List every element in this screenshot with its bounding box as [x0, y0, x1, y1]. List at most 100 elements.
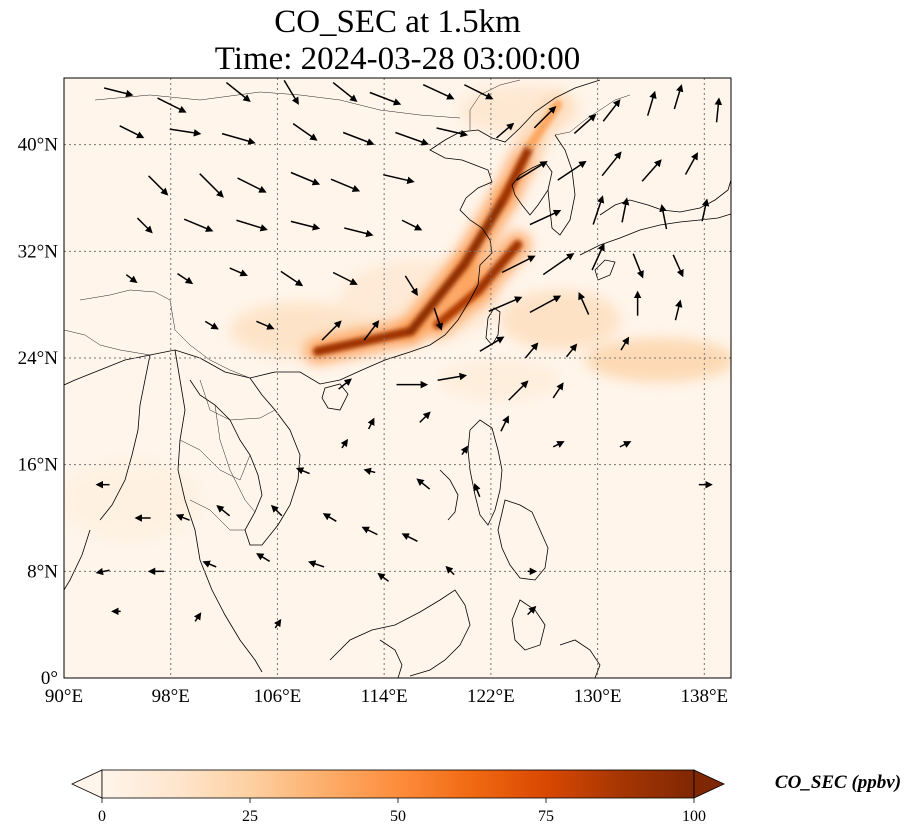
- wind-arrow: [119, 125, 145, 139]
- wind-arrow: [363, 467, 376, 475]
- map-panel[interactable]: [60, 78, 735, 678]
- wind-arrow: [290, 220, 321, 231]
- wind-arrow: [199, 173, 224, 198]
- wind-arrow: [225, 81, 251, 103]
- wind-arrow: [416, 478, 431, 490]
- colorbar-tick-label: 25: [242, 808, 258, 825]
- longitude-tick-label: 122°E: [467, 686, 515, 707]
- wind-arrow: [216, 505, 231, 517]
- wind-arrow: [601, 151, 622, 177]
- wind-arrow: [436, 127, 469, 138]
- wind-arrow: [363, 320, 380, 341]
- wind-arrow: [684, 152, 698, 175]
- latitude-tick-label: 16°N: [18, 455, 59, 476]
- latitude-tick-label: 24°N: [18, 348, 59, 369]
- wind-arrow: [573, 113, 597, 135]
- wind-arrow: [157, 97, 187, 113]
- wind-arrow: [433, 307, 443, 331]
- latitude-tick-labels: 0° 8°N 16°N 24°N 32°N 40°N: [18, 135, 59, 689]
- wind-arrow: [437, 372, 468, 381]
- wind-arrow: [422, 84, 455, 100]
- wind-arrow: [322, 513, 337, 522]
- wind-arrow: [674, 299, 683, 321]
- wind-arrow: [488, 296, 523, 312]
- wind-arrow: [283, 79, 299, 105]
- wind-arrow: [367, 417, 375, 430]
- wind-arrow: [404, 275, 418, 297]
- wind-arrow: [292, 123, 318, 141]
- plume-segment: [499, 140, 536, 203]
- colorbar-gradient: [101, 769, 695, 799]
- wind-arrow: [602, 99, 621, 122]
- wind-arrow: [175, 513, 190, 521]
- wind-arrow: [659, 204, 668, 230]
- wind-arrow: [193, 612, 202, 622]
- wind-arrow: [369, 91, 402, 106]
- wind-arrow: [473, 483, 481, 498]
- colorbar-label: CO_SEC (ppbv): [775, 772, 901, 793]
- wind-arrow: [527, 605, 537, 616]
- graticule: [64, 78, 731, 678]
- wind-arrow: [377, 572, 390, 582]
- colorbar-tick-label: 100: [682, 808, 706, 825]
- wind-arrow: [419, 411, 431, 423]
- wind-arrow: [256, 320, 275, 330]
- wind-arrow: [338, 378, 352, 390]
- wind-arrow: [533, 105, 557, 129]
- wind-arrow: [177, 272, 194, 285]
- wind-arrow: [524, 342, 539, 359]
- wind-arrow: [169, 128, 202, 137]
- latitude-tick-label: 32°N: [18, 241, 59, 262]
- wind-arrow: [342, 131, 375, 146]
- wind-arrow: [256, 553, 270, 562]
- wind-arrow: [383, 173, 415, 184]
- wind-arrow: [344, 227, 374, 238]
- wind-arrow: [237, 177, 267, 193]
- wind-arrow: [332, 81, 358, 103]
- wind-arrow: [701, 198, 710, 222]
- colorbar-tick-label: 75: [538, 808, 554, 825]
- wind-arrow: [565, 343, 578, 358]
- wind-arrow: [136, 217, 153, 234]
- wind-arrow: [619, 441, 632, 448]
- wind-arrow: [270, 504, 283, 517]
- wind-arrow: [308, 560, 325, 568]
- plume-segment: [312, 326, 416, 356]
- wind-arrow: [496, 122, 515, 139]
- wind-arrow: [204, 320, 219, 330]
- wind-arrow: [620, 336, 630, 351]
- wind-arrow: [290, 171, 321, 186]
- wind-arrow: [578, 292, 590, 315]
- wind-arrow: [464, 84, 494, 100]
- wind-arrow: [646, 90, 657, 116]
- wind-arrow: [479, 336, 505, 352]
- plume-segment: [473, 240, 523, 296]
- wind-arrow: [552, 382, 564, 399]
- longitude-tick-label: 90°E: [45, 686, 83, 707]
- wind-arrow: [673, 84, 684, 110]
- wind-arrow: [183, 218, 214, 232]
- wind-arrow: [295, 467, 310, 475]
- map-title: CO_SEC at 1.5km: [274, 4, 521, 40]
- wind-arrow: [557, 160, 587, 181]
- wind-arrow: [641, 159, 662, 182]
- wind-arrow: [529, 209, 562, 226]
- longitude-tick-label: 138°E: [680, 686, 728, 707]
- latitude-tick-label: 40°N: [18, 135, 59, 156]
- wind-arrow: [274, 618, 282, 629]
- longitude-tick-label: 98°E: [152, 686, 190, 707]
- wind-arrow: [591, 243, 605, 271]
- wind-arrow: [321, 320, 342, 341]
- plume-segment: [406, 260, 469, 336]
- colorbar-extend-low: [71, 769, 103, 799]
- longitude-tick-label: 106°E: [254, 686, 302, 707]
- wind-arrow: [552, 441, 565, 448]
- wind-arrow: [95, 567, 110, 576]
- wind-arrow: [280, 270, 304, 287]
- wind-arrow: [672, 254, 684, 278]
- wind-arrow: [236, 219, 268, 232]
- wind-arrow: [361, 526, 378, 536]
- longitude-tick-label: 130°E: [574, 686, 622, 707]
- wind-arrow: [103, 87, 134, 98]
- wind-arrow: [401, 533, 418, 542]
